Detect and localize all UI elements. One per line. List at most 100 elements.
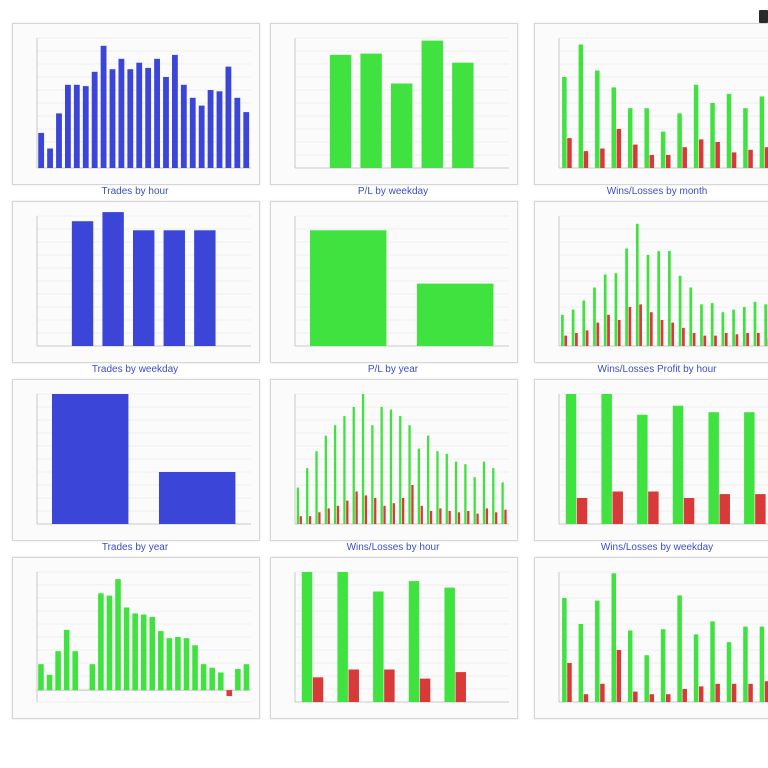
bar [764, 681, 768, 702]
chart-frame [12, 379, 260, 541]
bar [476, 513, 479, 524]
bar [419, 678, 431, 702]
bar [633, 144, 638, 168]
bar [225, 66, 232, 168]
bar [603, 274, 607, 346]
bar [296, 487, 300, 524]
bar [452, 62, 474, 169]
bar [575, 333, 578, 346]
bar [682, 327, 685, 346]
bar [611, 87, 617, 168]
bar [649, 694, 655, 702]
chart-frame [534, 23, 768, 185]
bar [427, 435, 430, 524]
bar [731, 683, 737, 702]
bar [742, 307, 746, 346]
bar [217, 672, 224, 691]
bar [448, 511, 451, 524]
bar [329, 54, 352, 168]
bar [166, 638, 173, 691]
bar [333, 425, 337, 524]
chart-caption: Wins/Losses Profit by hour [597, 364, 717, 375]
bar [567, 138, 572, 168]
bar [200, 664, 207, 691]
bar [183, 638, 190, 691]
bar [100, 45, 107, 168]
bar [646, 255, 650, 346]
bar [743, 626, 748, 702]
chart-panel [12, 557, 260, 735]
bar [154, 58, 160, 168]
bar [47, 148, 53, 168]
bar [562, 77, 567, 168]
bar [561, 314, 564, 346]
bar [495, 512, 498, 524]
bar [583, 151, 589, 168]
chart-panel: Wins/Losses by month [534, 23, 768, 201]
bar [464, 464, 467, 524]
bar [299, 516, 302, 524]
chart-caption: Wins/Losses by weekday [600, 542, 714, 553]
bar [627, 108, 633, 168]
bar [467, 511, 470, 524]
bar [682, 689, 687, 702]
bar [91, 71, 98, 168]
bar [644, 108, 649, 168]
bar [473, 477, 476, 524]
bar [226, 690, 233, 697]
bar [140, 614, 147, 691]
bar [439, 508, 442, 524]
bar [421, 40, 443, 168]
bar [64, 84, 71, 168]
bar [361, 394, 365, 524]
bar [380, 407, 383, 524]
bar [649, 155, 655, 168]
bar [689, 287, 693, 346]
bar [677, 595, 682, 702]
bar [373, 591, 384, 702]
bar [102, 212, 124, 346]
chart-panel: P/L by year [270, 201, 518, 379]
bar [63, 629, 70, 691]
bar [668, 251, 671, 346]
bar [735, 334, 739, 346]
chart-frame [534, 379, 768, 541]
bar [374, 498, 377, 524]
bar [346, 500, 349, 524]
bar [123, 607, 130, 691]
chart-panel [534, 557, 768, 735]
bar [416, 283, 494, 346]
bar [436, 451, 439, 524]
bar [600, 148, 605, 168]
bar [719, 494, 730, 524]
bar [504, 509, 507, 524]
bar [402, 498, 405, 524]
bar [417, 448, 421, 524]
chart-frame [534, 557, 768, 719]
bar [660, 320, 664, 346]
chart-svg [558, 37, 768, 169]
bar [158, 472, 236, 524]
bar [578, 44, 584, 168]
chart-svg [558, 215, 768, 347]
window-control-icon[interactable] [759, 10, 768, 23]
chart-svg [294, 215, 509, 347]
bar [408, 581, 420, 702]
bar [682, 147, 687, 168]
bar [82, 86, 89, 168]
bar [583, 694, 589, 702]
bar [764, 304, 768, 346]
chart-caption: P/L by weekday [357, 186, 429, 197]
bar [576, 498, 588, 524]
chart-svg [36, 571, 251, 703]
bar [383, 505, 386, 524]
bar [145, 67, 152, 168]
bar [411, 485, 414, 524]
bar [445, 453, 448, 524]
bar [312, 677, 324, 702]
chart-svg [36, 393, 251, 525]
chart-svg [558, 393, 768, 525]
bar [660, 131, 666, 168]
chart-svg [294, 37, 509, 169]
bar [764, 147, 768, 168]
